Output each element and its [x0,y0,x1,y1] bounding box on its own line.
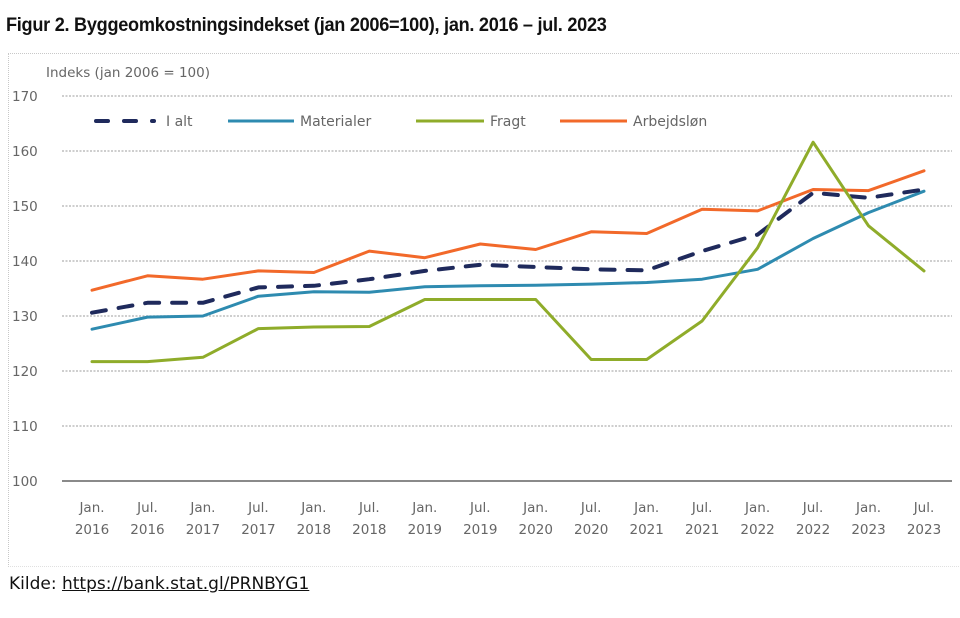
x-tick-year: 2017 [241,522,275,538]
series-line-i-alt [90,187,926,315]
x-tick-year: 2023 [851,522,885,538]
legend-label: Materialer [300,114,371,130]
x-tick-month: Jan. [522,500,548,516]
x-tick-label: Jan. 2018 [297,500,331,538]
source-label: Kilde: [9,574,57,594]
x-tick-month: Jan. [300,500,326,516]
x-tick-label: Jan. 2017 [186,500,220,538]
x-tick-label: Jul. 2022 [796,500,830,538]
x-tick-label: Jul. 2019 [463,500,497,538]
x-tick-label: Jan. 2019 [408,500,442,538]
x-tick-label: Jan. 2021 [629,500,663,538]
x-tick-month: Jul. [913,500,935,516]
source-note: Kilde: https://bank.stat.gl/PRNBYG1 [9,574,309,594]
x-tick-year: 2018 [352,522,386,538]
x-tick-year: 2021 [629,522,663,538]
legend: I alt Materialer Fragt Arbejdsløn [94,114,707,130]
source-link[interactable]: https://bank.stat.gl/PRNBYG1 [61,574,310,594]
figure-title: Figur 2. Byggeomkostningsindekset (jan 2… [6,14,607,36]
y-tick-label: 170 [12,89,38,105]
series-line-arbejdsløn [90,169,926,292]
x-tick-year: 2016 [130,522,164,538]
x-tick-label: Jan. 2023 [851,500,885,538]
x-tick-year: 2019 [408,522,442,538]
chart-frame [8,53,960,567]
x-tick-year: 2019 [463,522,497,538]
legend-label: I alt [166,114,193,130]
x-tick-month: Jul. [691,500,713,516]
x-tick-year: 2022 [740,522,774,538]
x-tick-label: Jul. 2018 [352,500,386,538]
x-tick-label: Jul. 2016 [130,500,164,538]
x-tick-month: Jan. [411,500,437,516]
y-tick-label: 140 [12,254,38,270]
x-tick-label: Jul. 2017 [241,500,275,538]
x-tick-month: Jan. [189,500,215,516]
x-tick-month: Jul. [580,500,602,516]
x-tick-year: 2018 [297,522,331,538]
x-tick-label: Jan. 2022 [740,500,774,538]
x-tick-year: 2017 [186,522,220,538]
x-tick-label: Jul. 2021 [685,500,719,538]
y-tick-label: 100 [12,474,38,490]
legend-item: Fragt [416,114,526,130]
x-tick-label: Jan. 2016 [75,500,109,538]
x-tick-month: Jul. [469,500,491,516]
line-chart: Indeks (jan 2006 = 100) 1001101201301401… [12,65,952,538]
series-line-fragt [90,140,926,364]
x-tick-year: 2021 [685,522,719,538]
x-tick-year: 2020 [574,522,608,538]
x-tick-month: Jul. [136,500,158,516]
x-tick-month: Jul. [358,500,380,516]
x-tick-labels: Jan. 2016 Jul. 2016 Jan. 2017 Jul. 2017 Jan. 2018… [75,500,941,538]
y-axis-label: Indeks (jan 2006 = 100) [46,65,210,81]
y-tick-label: 120 [12,364,38,380]
series-line-materialer [90,189,926,331]
gridlines [62,95,952,482]
series-lines [90,140,926,364]
x-tick-label: Jan. 2020 [519,500,553,538]
x-tick-month: Jan. [633,500,659,516]
y-tick-labels: 100 110 120 130 140 150 160 170 [12,89,38,490]
x-tick-month: Jul. [802,500,824,516]
x-tick-year: 2023 [907,522,941,538]
legend-item: I alt [94,114,193,130]
x-tick-label: Jul. 2023 [907,500,941,538]
x-tick-month: Jan. [855,500,881,516]
x-tick-month: Jul. [247,500,269,516]
legend-label: Fragt [490,114,526,130]
y-tick-label: 130 [12,309,38,325]
x-tick-month: Jan. [78,500,104,516]
legend-item: Materialer [228,114,371,130]
x-tick-year: 2020 [519,522,553,538]
x-tick-year: 2022 [796,522,830,538]
y-tick-label: 110 [12,419,38,435]
x-tick-label: Jul. 2020 [574,500,608,538]
legend-label: Arbejdsløn [633,114,707,130]
x-tick-year: 2016 [75,522,109,538]
x-tick-month: Jan. [744,500,770,516]
legend-item: Arbejdsløn [560,114,707,130]
y-tick-label: 150 [12,199,38,215]
y-tick-label: 160 [12,144,38,160]
